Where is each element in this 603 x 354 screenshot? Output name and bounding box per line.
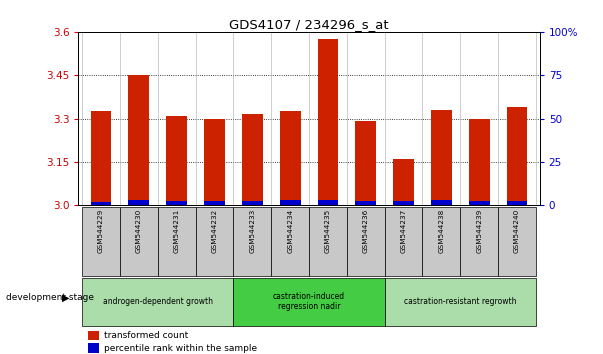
Bar (507, 201, 528, 205)
Bar (498, 207, 536, 276)
Text: GSM544234: GSM544234 (287, 209, 293, 253)
Text: development stage: development stage (6, 293, 94, 302)
Bar (233, 278, 385, 326)
Text: GSM544239: GSM544239 (476, 209, 482, 253)
Text: androgen-dependent growth: androgen-dependent growth (103, 297, 213, 306)
Text: GSM544238: GSM544238 (438, 209, 444, 253)
Bar (82, 278, 233, 326)
Bar (128, 200, 150, 205)
Bar (158, 207, 195, 276)
Text: GSM544232: GSM544232 (212, 209, 218, 253)
Bar (393, 159, 414, 205)
Bar (166, 116, 187, 205)
Bar (166, 201, 187, 205)
Bar (87, 343, 99, 353)
Text: GSM544240: GSM544240 (514, 209, 520, 253)
Bar (204, 201, 225, 205)
Bar (309, 207, 347, 276)
Text: castration-induced
regression nadir: castration-induced regression nadir (273, 292, 345, 312)
Bar (82, 207, 120, 276)
Bar (128, 75, 150, 205)
Text: GSM544236: GSM544236 (363, 209, 369, 253)
Text: percentile rank within the sample: percentile rank within the sample (104, 343, 257, 353)
Text: GSM544230: GSM544230 (136, 209, 142, 253)
Text: ▶: ▶ (62, 292, 69, 302)
Bar (120, 207, 158, 276)
Text: GSM544237: GSM544237 (400, 209, 406, 253)
Text: castration-resistant regrowth: castration-resistant regrowth (404, 297, 517, 306)
Bar (242, 114, 263, 205)
Bar (385, 278, 536, 326)
Bar (318, 200, 338, 205)
Bar (242, 201, 263, 205)
Bar (271, 207, 309, 276)
Bar (280, 112, 300, 205)
Bar (431, 200, 452, 205)
Bar (318, 39, 338, 205)
Bar (195, 207, 233, 276)
Bar (355, 201, 376, 205)
Bar (280, 200, 300, 205)
Bar (469, 201, 490, 205)
Text: GSM544235: GSM544235 (325, 209, 331, 253)
Bar (90, 112, 112, 205)
Bar (385, 207, 423, 276)
Bar (423, 207, 460, 276)
Bar (347, 207, 385, 276)
Text: GSM544231: GSM544231 (174, 209, 180, 253)
Bar (431, 110, 452, 205)
Text: GSM544233: GSM544233 (249, 209, 255, 253)
Text: GSM544229: GSM544229 (98, 209, 104, 253)
Bar (393, 201, 414, 205)
Bar (233, 207, 271, 276)
Bar (355, 121, 376, 205)
Bar (469, 119, 490, 205)
Title: GDS4107 / 234296_s_at: GDS4107 / 234296_s_at (229, 18, 389, 31)
Bar (87, 331, 99, 341)
Bar (507, 107, 528, 205)
Bar (90, 202, 112, 205)
Bar (460, 207, 498, 276)
Bar (204, 119, 225, 205)
Text: transformed count: transformed count (104, 331, 188, 340)
